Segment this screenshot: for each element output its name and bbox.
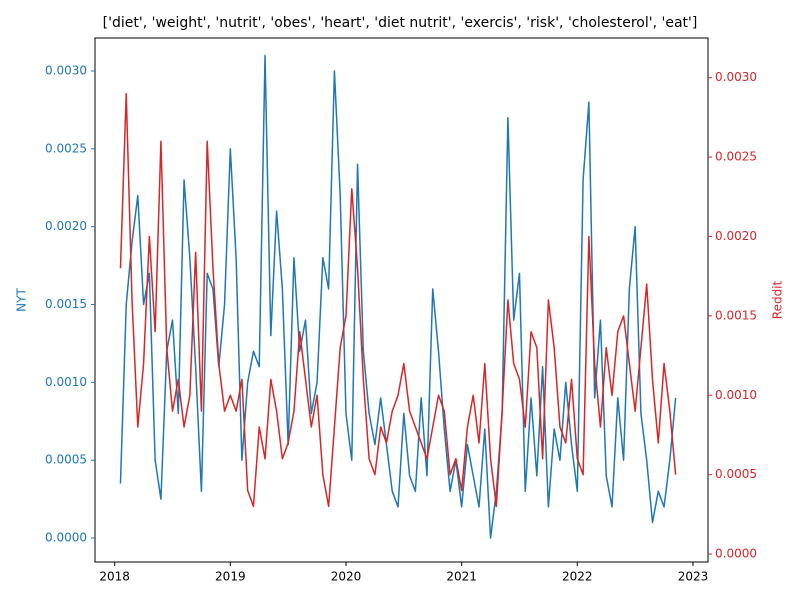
- y-tick-label: 0.0025: [45, 141, 87, 155]
- y2-tick-label: 0.0010: [715, 388, 757, 402]
- y-tick-label: 0.0005: [45, 453, 87, 467]
- y-tick-label: 0.0015: [45, 297, 87, 311]
- x-tick-label: 2018: [99, 570, 130, 584]
- y-tick-label: 0.0030: [45, 64, 87, 78]
- y2-tick-label: 0.0025: [715, 150, 757, 164]
- y2-axis-label: Reddit: [771, 280, 785, 319]
- y2-tick-label: 0.0030: [715, 70, 757, 84]
- x-tick-label: 2023: [678, 570, 709, 584]
- y2-tick-label: 0.0020: [715, 229, 757, 243]
- x-tick-label: 2019: [215, 570, 246, 584]
- series-line: [119, 92, 677, 508]
- y-tick-label: 0.0000: [45, 531, 87, 545]
- y-tick-label: 0.0020: [45, 219, 87, 233]
- y2-tick-label: 0.0005: [715, 467, 757, 481]
- series-line: [119, 54, 677, 539]
- chart-title: ['diet', 'weight', 'nutrit', 'obes', 'he…: [103, 15, 698, 31]
- plot-frame: [94, 37, 709, 563]
- y-axis-label: NYT: [15, 288, 29, 312]
- y2-tick-label: 0.0015: [715, 308, 757, 322]
- y2-tick-label: 0.0000: [715, 547, 757, 561]
- x-tick-label: 2022: [562, 570, 593, 584]
- x-tick-label: 2021: [446, 570, 477, 584]
- x-tick-label: 2020: [331, 570, 362, 584]
- y-tick-label: 0.0010: [45, 375, 87, 389]
